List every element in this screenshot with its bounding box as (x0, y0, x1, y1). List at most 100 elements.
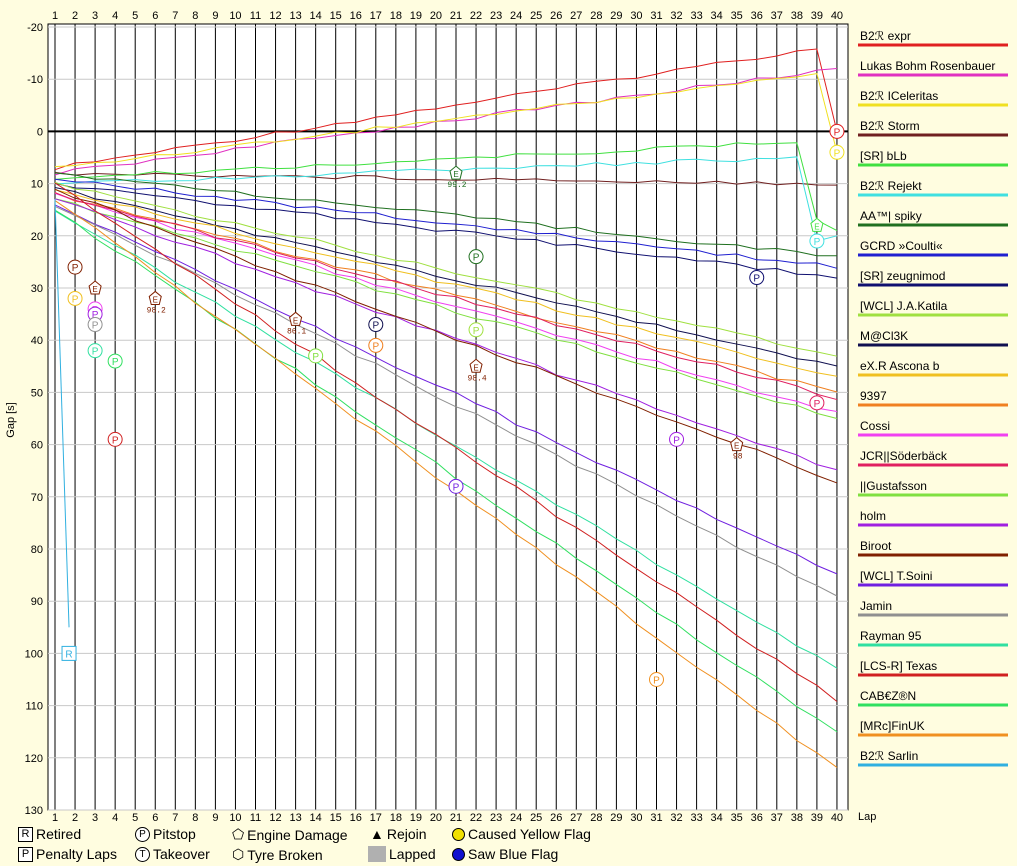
y-tick-label: 20 (31, 231, 43, 243)
retired-icon: R (18, 826, 33, 842)
y-ticks: -20 -10 0 10 20 30 40 50 60 70 80 90 100 110 120 130 (25, 22, 43, 817)
x-tick-label: 16 (350, 812, 362, 824)
x-tick-label: 39 (811, 812, 823, 824)
engine-damage-marker (148, 290, 162, 305)
legend-entry-label: [SR] zeugnimod (860, 269, 945, 283)
blue-flag-icon (452, 847, 465, 861)
x-tick-label: 38 (791, 10, 803, 22)
legend-entry-label: 9397 (860, 389, 887, 403)
y-tick-label: 80 (31, 544, 43, 556)
series-line (54, 192, 838, 413)
engine-damage-marker-letter: E (734, 442, 739, 451)
key-blue: Saw Blue Flag (452, 846, 558, 862)
x-tick-label: 8 (192, 10, 198, 22)
pitstop-marker-letter: P (814, 399, 821, 410)
legend-entry-label: holm (860, 509, 886, 523)
pitstop-marker-letter: P (473, 253, 480, 264)
y-tick-label: 130 (25, 805, 43, 817)
event-marks: PPEPE99.2PPPPPPPPPPPPEE98.2E86.1E98.4E98… (61, 123, 845, 687)
pitstop-marker (107, 353, 123, 369)
pitstop-marker-letter: P (673, 435, 680, 446)
pitstop-marker (749, 270, 765, 286)
legend-entry-label: B2ℛ ICeleritas (860, 89, 938, 103)
engine-damage-marker-letter: E (92, 285, 97, 294)
x-tick-label: 19 (410, 812, 422, 824)
pitstop-marker (448, 478, 464, 494)
legend-entry-label: Lukas Bohm Rosenbauer (860, 59, 995, 73)
x-tick-label: 5 (132, 812, 138, 824)
x-tick-label: 17 (370, 10, 382, 22)
pitstop-marker (107, 431, 123, 447)
key-penalty: P Penalty Laps (18, 846, 117, 862)
x-tick-label: 35 (731, 812, 743, 824)
pitstop-marker-letter: P (753, 274, 760, 285)
x-axis-label: Lap (858, 811, 876, 823)
pitstop-marker-letter: P (372, 321, 379, 332)
series-line (54, 182, 838, 279)
key-takeover: T Takeover (135, 846, 210, 862)
x-tick-label: 14 (310, 812, 322, 824)
series-line (54, 198, 838, 419)
x-tick-label: 21 (450, 10, 462, 22)
legend-entry-label: M@Cl3K (860, 329, 908, 343)
legend-entry-label: GCRD »Coulti« (860, 239, 943, 253)
series-line (54, 199, 70, 628)
key-rejoin-label: Rejoin (386, 826, 427, 842)
x-tick-label: 22 (470, 812, 482, 824)
pitstop-marker-letter: P (814, 237, 821, 248)
x-tick-label: 29 (610, 10, 622, 22)
series-line (54, 72, 838, 168)
legend-entry-label: B2ℛ expr (860, 29, 911, 43)
y-tick-label: -10 (27, 74, 43, 86)
engine-damage-marker-letter: E (473, 363, 478, 372)
legend-entry-label: [SR] bLb (860, 149, 907, 163)
legend-entry-label: [LCS-R] Texas (860, 659, 937, 673)
pitstop-marker (87, 343, 103, 359)
series-line (54, 182, 838, 702)
x-tick-label: 6 (152, 812, 158, 824)
x-tick-label: 13 (289, 10, 301, 22)
key-blue-label: Saw Blue Flag (468, 846, 559, 862)
x-tick-label: 25 (530, 10, 542, 22)
y-axis-label: Gap [s] (5, 402, 17, 437)
pitstop-icon: P (135, 826, 150, 842)
pitstop-marker-letter: P (92, 321, 99, 332)
y-tick-label: 50 (31, 387, 43, 399)
x-tick-label: 32 (670, 812, 682, 824)
key-tyre: ⬡ Tyre Broken (232, 846, 323, 863)
engine-damage-marker (469, 358, 483, 373)
x-tick-label: 9 (212, 812, 218, 824)
legend-entry-label: Cossi (860, 419, 890, 433)
legend-entry-label: [WCL] J.A.Katila (860, 299, 948, 313)
engine-damage-label: 98.4 (467, 374, 486, 383)
series-line (54, 198, 838, 471)
engine-damage-marker (449, 165, 463, 180)
tyre-icon: ⬡ (232, 846, 245, 862)
x-tick-label: 27 (570, 812, 582, 824)
series-line (54, 206, 838, 597)
x-tick-label: 28 (590, 10, 602, 22)
rejoin-icon: ▲ (370, 826, 384, 842)
pitstop-marker (829, 144, 845, 160)
pitstop-marker-letter: P (372, 341, 379, 352)
x-tick-label: 23 (490, 812, 502, 824)
series-line (54, 209, 838, 733)
pitstop-marker-letter: P (92, 347, 99, 358)
x-tick-label: 31 (650, 812, 662, 824)
x-tick-label: 11 (250, 10, 261, 22)
key-penalty-label: Penalty Laps (36, 846, 117, 862)
engine-damage-marker (810, 217, 824, 232)
legend-entry-label: ||Gustafsson (860, 479, 927, 493)
key-rejoin: ▲ Rejoin (370, 826, 427, 842)
key-yellow: Caused Yellow Flag (452, 826, 591, 842)
key-lapped: Lapped (368, 846, 436, 862)
x-tick-label: 19 (410, 10, 422, 22)
x-tick-label: 23 (490, 10, 502, 22)
legend-entry-label: AA™| spiky (860, 209, 922, 223)
retired-marker-letter: R (65, 649, 72, 660)
pitstop-marker-letter: P (72, 263, 79, 274)
x-tick-label: 15 (330, 10, 342, 22)
x-tick-label: 12 (269, 10, 281, 22)
x-tick-label: 2 (72, 10, 78, 22)
engine-damage-marker-letter: E (814, 222, 819, 231)
